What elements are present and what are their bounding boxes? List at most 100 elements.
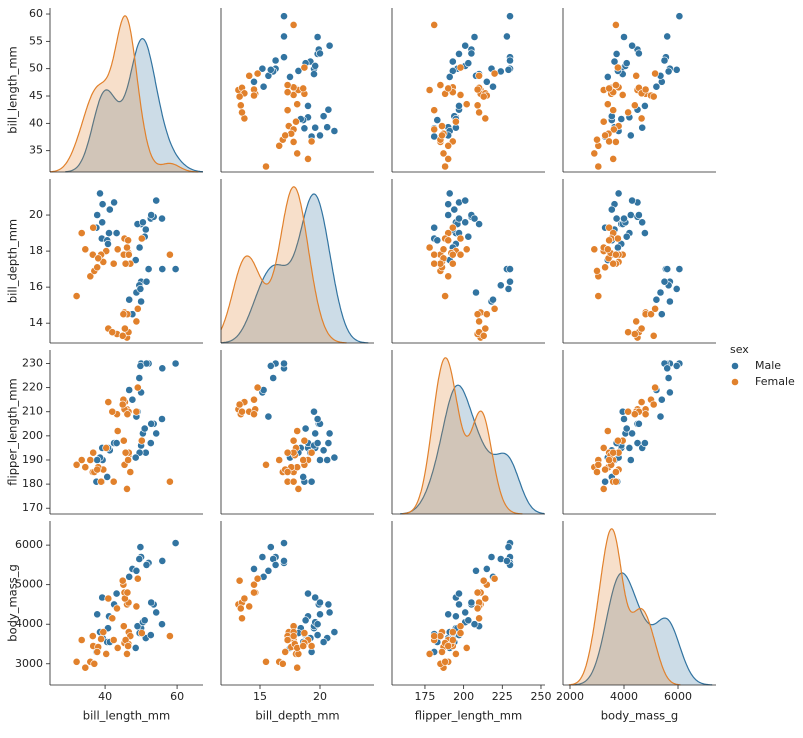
- scatter-point: [165, 632, 174, 640]
- subplot: [49, 350, 203, 515]
- scatter-point: [135, 374, 144, 382]
- scatter-point: [487, 553, 496, 561]
- scatter-point: [425, 86, 434, 94]
- scatter-point: [108, 614, 117, 623]
- scatter-point: [612, 468, 620, 476]
- scatter-point: [108, 407, 117, 416]
- y-tick-label: 3000: [15, 657, 43, 670]
- scatter-point: [124, 236, 133, 245]
- scatter-point: [473, 101, 482, 110]
- scatter-point: [97, 477, 105, 486]
- scatter-point: [603, 427, 612, 435]
- x-tick-label: 175: [414, 690, 435, 703]
- scatter-point: [142, 561, 151, 569]
- scatter-point: [235, 400, 244, 409]
- scatter-point: [311, 429, 320, 438]
- scatter-point: [262, 460, 270, 469]
- scatter-point: [490, 304, 499, 313]
- scatter-point: [506, 265, 514, 273]
- scatter-point: [610, 125, 618, 134]
- scatter-point: [444, 642, 453, 650]
- scatter-point: [293, 100, 302, 109]
- scatter-point: [628, 196, 636, 205]
- legend-marker: [731, 378, 739, 386]
- scatter-point: [280, 12, 288, 21]
- kde-line: [49, 15, 199, 173]
- scatter-point: [110, 198, 118, 207]
- scatter-point: [93, 465, 102, 474]
- scatter-point: [461, 196, 470, 205]
- scatter-point: [430, 106, 439, 115]
- scatter-point: [448, 67, 457, 75]
- scatter-point: [612, 250, 620, 259]
- legend-title: sex: [730, 343, 749, 356]
- scatter-point: [612, 137, 620, 146]
- scatter-point: [112, 229, 121, 237]
- subplot: [220, 179, 374, 344]
- scatter-point: [444, 211, 453, 219]
- scatter-point: [289, 137, 298, 146]
- scatter-point: [294, 67, 303, 75]
- scatter-point: [313, 620, 322, 629]
- scatter-point: [98, 218, 107, 227]
- scatter-point: [88, 632, 97, 640]
- scatter-point: [165, 477, 174, 486]
- scatter-point: [137, 234, 146, 243]
- scatter-point: [441, 292, 449, 300]
- scatter-point: [438, 131, 446, 140]
- kde-area: [568, 528, 681, 685]
- kde-line: [400, 384, 545, 515]
- scatter-point: [635, 211, 643, 219]
- scatter-point: [472, 566, 480, 575]
- scatter-point: [628, 41, 636, 50]
- scatter-point: [165, 250, 174, 259]
- scatter-point: [451, 650, 460, 658]
- scatter-point: [113, 604, 121, 613]
- scatter-point: [137, 297, 145, 306]
- x-tick-label: 6000: [664, 690, 692, 703]
- scatter-point: [121, 448, 130, 457]
- scatter-point: [253, 69, 262, 78]
- scatter-point: [307, 477, 316, 486]
- scatter-point: [439, 149, 448, 158]
- scatter-point: [125, 386, 134, 394]
- kde-area: [221, 194, 369, 343]
- scatter-point: [473, 588, 482, 597]
- scatter-point: [245, 602, 254, 611]
- scatter-point: [138, 218, 147, 227]
- scatter-point: [299, 456, 308, 464]
- scatter-point: [93, 263, 102, 272]
- scatter-point: [307, 448, 316, 457]
- scatter-point: [93, 211, 102, 219]
- scatter-point: [123, 650, 131, 658]
- scatter-point: [253, 383, 262, 392]
- scatter-point: [675, 265, 684, 273]
- scatter-point: [603, 73, 612, 81]
- scatter-point: [133, 304, 142, 313]
- x-tick-label: 40: [98, 690, 112, 703]
- scatter-point: [250, 588, 258, 597]
- scatter-point: [622, 232, 631, 241]
- scatter-point: [286, 73, 294, 81]
- scatter-point: [152, 429, 161, 438]
- kde-line: [220, 193, 369, 344]
- scatter-point: [672, 361, 681, 370]
- scatter-point: [311, 62, 320, 70]
- scatter-point: [663, 364, 672, 373]
- scatter-point: [448, 57, 457, 66]
- scatter-point: [293, 149, 302, 158]
- scatter-point: [635, 419, 643, 428]
- scatter-point: [136, 543, 145, 551]
- scatter-point: [672, 284, 681, 293]
- scatter-point: [140, 616, 149, 625]
- scatter-point: [299, 472, 308, 481]
- scatter-point: [467, 598, 476, 607]
- scatter-point: [283, 468, 292, 476]
- scatter-point: [142, 277, 151, 286]
- scatter-point: [86, 272, 95, 281]
- scatter-point: [651, 383, 659, 392]
- scatter-point: [451, 117, 460, 126]
- scatter-point: [630, 410, 639, 419]
- scatter-point: [590, 245, 599, 254]
- scatter-point: [300, 63, 309, 72]
